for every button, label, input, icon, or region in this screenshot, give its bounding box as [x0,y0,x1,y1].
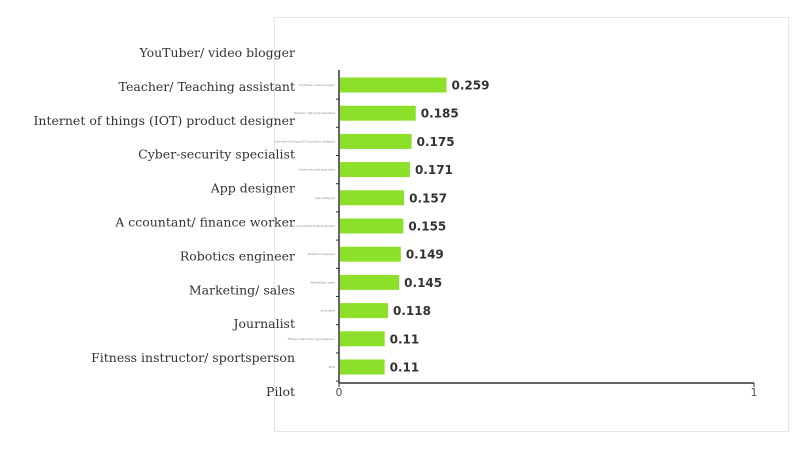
tiny-category-label: Pilot [329,365,336,369]
bar [340,331,385,347]
tiny-category-label: Marketing/ sales [310,280,335,284]
x-tick-label: 0 [336,386,343,399]
value-label: 0.175 [417,135,455,149]
category-label: Journalist [232,316,296,331]
bar [340,303,388,319]
tiny-category-label: Fitness instructor/ sportsperson [288,337,335,341]
category-labels: YouTuber/ video blogger Teacher/ Teaching… [33,45,295,399]
tiny-category-label: Robotics engineer [308,252,336,256]
bar [340,218,404,234]
chart-bars: YouTuber/ video blogger 0.259 Teacher/ Tea… [274,77,489,375]
category-label: Fitness instructor/ sportsperson [91,350,295,365]
tiny-category-label: Internet of things (IOT) product designe… [274,139,336,143]
tiny-category-label: A ccountant/ finance worker [293,224,336,228]
category-label: Marketing/ sales [189,282,295,297]
bar [340,105,416,121]
bar [340,246,401,262]
bar [340,162,410,178]
bar [340,359,385,375]
category-label: Robotics engineer [180,248,295,263]
value-label: 0.11 [390,361,420,375]
value-label: 0.259 [451,79,489,93]
value-label: 0.157 [409,191,447,205]
category-label: Cyber-security specialist [138,147,295,162]
category-label: Pilot [266,384,295,399]
tiny-category-label: App designer [315,196,336,200]
bar [340,274,400,290]
x-tick-label: 1 [751,386,758,399]
value-label: 0.155 [408,220,446,234]
chart-frame [274,17,789,432]
category-label: App designer [210,181,295,196]
bar [340,190,405,206]
tiny-category-label: YouTuber/ video blogger [299,83,336,87]
tiny-category-label: Teacher/ Teaching assistant [293,111,336,115]
category-label: YouTuber/ video blogger [138,45,295,60]
category-label: Internet of things (IOT) product designe… [33,113,295,128]
value-label: 0.171 [415,163,453,177]
value-label: 0.185 [421,107,459,121]
tiny-category-label: Cyber-security specialist [298,168,336,172]
value-label: 0.118 [393,304,431,318]
category-label: Teacher/ Teaching assistant [119,79,295,94]
bar [340,77,447,93]
bar [340,133,412,149]
value-label: 0.11 [390,332,420,346]
value-label: 0.149 [406,248,444,262]
tiny-category-label: Journalist [320,309,336,313]
category-label: A ccountant/ finance worker [114,215,295,230]
value-label: 0.145 [404,276,442,290]
